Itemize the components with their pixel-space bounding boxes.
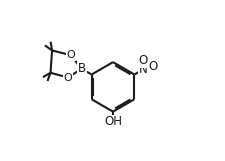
Text: O: O xyxy=(63,73,72,83)
Text: O: O xyxy=(148,60,157,73)
Text: N: N xyxy=(138,63,147,76)
Text: O: O xyxy=(138,54,147,66)
Text: O: O xyxy=(66,50,75,60)
Text: OH: OH xyxy=(104,115,122,128)
Text: B: B xyxy=(77,62,85,75)
